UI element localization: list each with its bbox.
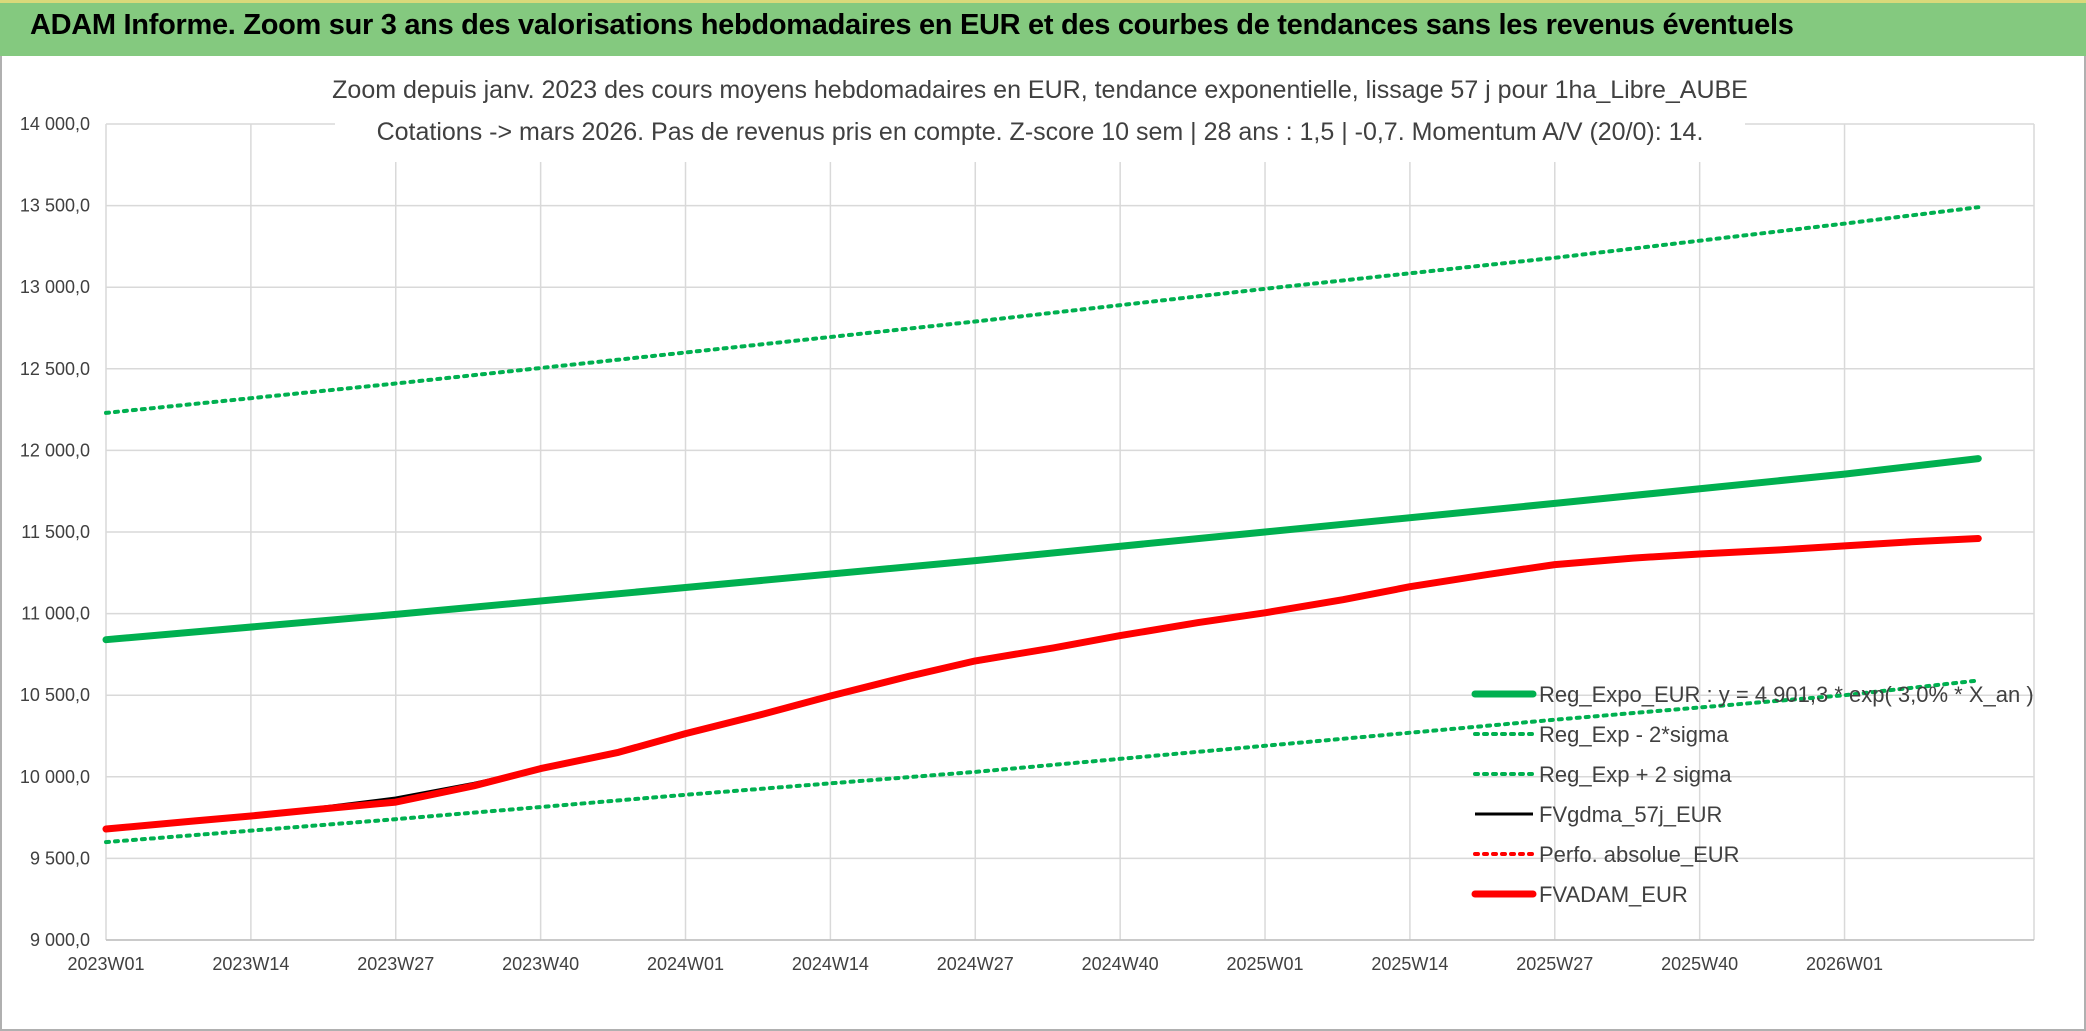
y-tick-label: 10 000,0	[20, 767, 90, 787]
axes: 9 000,0 9 500,0 10 000,0 10 500,0 11 000,0 11…	[20, 114, 2034, 974]
chart-title-background	[335, 58, 1745, 162]
x-tick-label: 2023W40	[502, 954, 579, 974]
series-line-1	[104, 678, 1981, 845]
x-tick-label: 2023W27	[357, 954, 434, 974]
legend-label: Reg_Exp - 2*sigma	[1539, 722, 1729, 747]
x-tick-label: 2026W01	[1806, 954, 1883, 974]
legend-label: FVADAM_EUR	[1539, 882, 1688, 907]
x-tick-label: 2023W14	[212, 954, 289, 974]
y-tick-label: 13 000,0	[20, 277, 90, 297]
line-chart: 9 000,0 9 500,0 10 000,0 10 500,0 11 000,0 11…	[20, 58, 2035, 974]
y-tick-label: 11 500,0	[21, 522, 90, 542]
x-tick-label: 2024W40	[1082, 954, 1159, 974]
series-line-0	[102, 455, 1982, 644]
y-tick-label: 10 500,0	[20, 685, 90, 705]
series-line-2	[104, 205, 1981, 415]
x-tick-label: 2025W27	[1516, 954, 1593, 974]
legend-label: Reg_Exp + 2 sigma	[1539, 762, 1732, 787]
x-tick-label: 2024W14	[792, 954, 869, 974]
y-tick-label: 9 500,0	[30, 848, 90, 868]
legend-label: Reg_Expo_EUR : y = 4 901,3 * exp( 3,0% *…	[1539, 682, 2034, 707]
legend-label: Perfo. absolue_EUR	[1539, 842, 1740, 867]
x-tick-label: 2025W14	[1371, 954, 1448, 974]
legend-label: FVgdma_57j_EUR	[1539, 802, 1722, 827]
x-tick-label: 2024W01	[647, 954, 724, 974]
chart-title-line: Cotations -> mars 2026. Pas de revenus p…	[377, 118, 1704, 146]
y-tick-label: 14 000,0	[20, 114, 90, 134]
series-lines	[102, 205, 1982, 845]
report-banner: ADAM Informe. Zoom sur 3 ans des valoris…	[0, 0, 2086, 56]
y-tick-label: 11 000,0	[21, 604, 90, 624]
chart-title-line: Zoom depuis janv. 2023 des cours moyens …	[332, 76, 1748, 104]
x-tick-label: 2024W27	[937, 954, 1014, 974]
y-tick-label: 12 500,0	[20, 359, 90, 379]
x-tick-label: 2025W40	[1661, 954, 1738, 974]
y-tick-label: 9 000,0	[30, 930, 90, 950]
report-title: ADAM Informe. Zoom sur 3 ans des valoris…	[30, 9, 1794, 41]
series-line-5	[102, 535, 1982, 833]
chart-title: Zoom depuis janv. 2023 des cours moyens …	[332, 76, 1748, 146]
chart-frame: 9 000,0 9 500,0 10 000,0 10 500,0 11 000,0 11…	[0, 56, 2086, 1031]
legend: Reg_Expo_EUR : y = 4 901,3 * exp( 3,0% *…	[1471, 682, 2034, 907]
x-tick-label: 2025W01	[1226, 954, 1303, 974]
x-tick-label: 2023W01	[67, 954, 144, 974]
y-tick-label: 12 000,0	[20, 440, 90, 460]
y-tick-label: 13 500,0	[20, 196, 90, 216]
